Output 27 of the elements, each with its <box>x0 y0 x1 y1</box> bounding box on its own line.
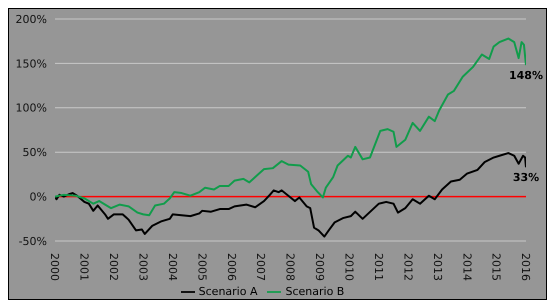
x-tick-label: 2003 <box>136 253 150 281</box>
y-tick-label: 100% <box>16 102 47 115</box>
legend-label: Scenario A <box>198 285 258 298</box>
x-tick-label: 2001 <box>78 253 91 281</box>
annotation: 148% <box>509 68 543 82</box>
x-tick-label: 2015 <box>490 253 503 281</box>
y-tick-label: 50% <box>22 146 47 160</box>
x-tick-label: 2004 <box>166 253 179 281</box>
x-tick-label: 2016 <box>519 253 532 281</box>
x-tick-label: 2011 <box>372 253 385 281</box>
x-tick-label: 2005 <box>195 253 208 281</box>
x-tick-label: 2014 <box>460 253 474 281</box>
x-tick-label: 2007 <box>254 253 268 281</box>
x-tick-label: 2006 <box>224 253 238 281</box>
x-tick-label: 2009 <box>313 253 326 281</box>
annotation: 33% <box>512 171 540 184</box>
x-tick-label: 2008 <box>284 253 297 281</box>
x-tick-label: 2002 <box>107 253 120 281</box>
x-tick-label: 2010 <box>342 253 356 281</box>
x-tick-label: 2000 <box>48 253 62 281</box>
x-tick-label: 2012 <box>401 253 414 281</box>
y-tick-label: -50% <box>18 234 47 248</box>
x-tick-label: 2013 <box>430 253 444 281</box>
y-tick-label: 0% <box>30 190 47 204</box>
y-tick-label: 200% <box>16 12 47 26</box>
y-tick-label: 150% <box>16 57 47 70</box>
legend-label: Scenario B <box>285 285 344 298</box>
